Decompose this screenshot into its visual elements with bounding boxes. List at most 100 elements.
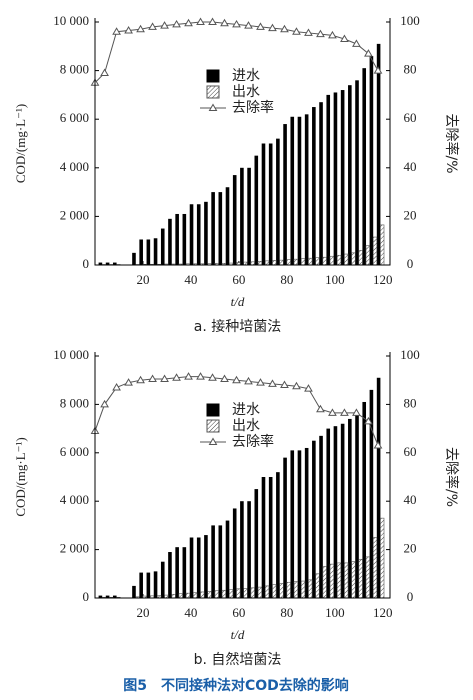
y2-tick-label: 100 bbox=[400, 13, 420, 28]
y-tick-label: 0 bbox=[83, 256, 90, 271]
x-tick-label: 40 bbox=[184, 272, 197, 287]
inflow-bar bbox=[189, 537, 194, 598]
legend-label: 去除率 bbox=[232, 99, 274, 116]
chart-caption: a. 接种培菌法 bbox=[194, 318, 281, 335]
rate-marker bbox=[196, 372, 205, 380]
y2-tick-label: 60 bbox=[404, 444, 417, 459]
inflow-bar bbox=[175, 213, 179, 265]
inflow-bar bbox=[146, 572, 151, 598]
outflow-bar bbox=[279, 583, 284, 599]
rate-marker bbox=[184, 18, 193, 27]
inflow-bar bbox=[160, 228, 165, 265]
x-axis-label: t/d bbox=[231, 627, 245, 642]
inflow-bar bbox=[348, 85, 352, 266]
outflow-bar bbox=[250, 587, 255, 599]
inflow-bar bbox=[168, 552, 172, 598]
rate-marker bbox=[292, 27, 301, 35]
figure-caption: 图5 不同接种法对COD去除的影响 bbox=[123, 677, 349, 694]
inflow-bar bbox=[362, 401, 367, 598]
inflow-bar bbox=[290, 116, 295, 266]
legend-swatch bbox=[206, 403, 220, 417]
outflow-bar bbox=[308, 579, 313, 599]
legend-label: 进水 bbox=[232, 402, 260, 418]
rate-marker bbox=[256, 22, 265, 30]
x-tick-label: 100 bbox=[325, 272, 345, 287]
inflow-bar bbox=[333, 426, 338, 598]
inflow-bar bbox=[247, 501, 251, 598]
legend-label: 出水 bbox=[232, 418, 260, 434]
x-tick-label: 20 bbox=[136, 272, 149, 287]
y2-tick-label: 20 bbox=[404, 541, 417, 556]
rate-marker bbox=[112, 382, 121, 391]
inflow-bar bbox=[254, 489, 259, 598]
outflow-bar bbox=[257, 261, 262, 266]
outflow-bar bbox=[372, 537, 378, 599]
inflow-bar bbox=[369, 56, 374, 265]
rate-marker bbox=[304, 28, 313, 36]
inflow-bar bbox=[132, 585, 136, 598]
outflow-bar bbox=[193, 592, 198, 599]
rate-marker bbox=[328, 408, 337, 416]
inflow-bar bbox=[98, 595, 103, 598]
outflow-bar bbox=[329, 563, 334, 599]
outflow-bar bbox=[214, 590, 219, 599]
inflow-bar bbox=[232, 175, 237, 265]
rate-marker bbox=[340, 408, 349, 416]
inflow-bar bbox=[268, 477, 273, 598]
legend-marker bbox=[208, 437, 218, 445]
rate-marker bbox=[124, 26, 133, 34]
inflow-bar bbox=[290, 450, 295, 598]
inflow-bar bbox=[340, 90, 345, 265]
rate-marker bbox=[280, 24, 289, 33]
rate-marker bbox=[148, 22, 157, 30]
inflow-bar bbox=[319, 102, 323, 265]
y-tick-label: 8 000 bbox=[60, 395, 89, 410]
outflow-bar bbox=[264, 260, 270, 266]
y-tick-label: 2 000 bbox=[60, 207, 89, 222]
inflow-bar bbox=[225, 187, 230, 265]
inflow-bar bbox=[218, 192, 223, 265]
inflow-bar bbox=[182, 213, 187, 265]
rate-marker bbox=[160, 21, 169, 29]
rate-marker bbox=[232, 19, 241, 28]
inflow-bar bbox=[276, 472, 280, 598]
rate-marker bbox=[112, 27, 121, 35]
y-axis-label: COD/(mg·L⁻¹) bbox=[13, 104, 28, 183]
outflow-bar bbox=[221, 589, 227, 599]
rate-marker bbox=[304, 384, 313, 392]
inflow-bar bbox=[297, 450, 302, 598]
outflow-bar bbox=[344, 253, 349, 266]
outflow-bar bbox=[300, 258, 306, 266]
inflow-bar bbox=[304, 447, 309, 598]
rate-marker bbox=[352, 39, 361, 47]
x-tick-label: 80 bbox=[280, 272, 293, 287]
rate-marker bbox=[352, 408, 361, 416]
inflow-bar bbox=[204, 535, 208, 598]
outflow-bar bbox=[322, 566, 327, 599]
rate-marker bbox=[220, 374, 229, 382]
inflow-bar bbox=[254, 155, 259, 265]
outflow-bar bbox=[279, 259, 284, 266]
y-tick-label: 10 000 bbox=[53, 347, 89, 362]
outflow-bar bbox=[329, 255, 334, 266]
inflow-bar bbox=[355, 414, 359, 598]
rate-marker bbox=[172, 19, 181, 28]
inflow-bar bbox=[112, 262, 117, 265]
y-tick-label: 0 bbox=[83, 589, 90, 604]
rate-marker bbox=[373, 66, 383, 74]
outflow-bar bbox=[286, 581, 291, 599]
inflow-bar bbox=[132, 252, 136, 265]
outflow-bar bbox=[257, 586, 262, 599]
outflow-bar bbox=[315, 573, 320, 599]
outflow-bar bbox=[315, 257, 320, 266]
y-tick-label: 6 000 bbox=[60, 444, 89, 459]
y2-tick-label: 0 bbox=[407, 256, 414, 271]
x-axis-label: t/d bbox=[231, 294, 245, 309]
inflow-bar bbox=[261, 477, 266, 598]
legend-swatch bbox=[206, 419, 220, 433]
rate-marker bbox=[220, 18, 229, 27]
inflow-bar bbox=[232, 508, 237, 598]
inflow-bar bbox=[369, 389, 374, 598]
y-tick-label: 6 000 bbox=[60, 110, 89, 125]
